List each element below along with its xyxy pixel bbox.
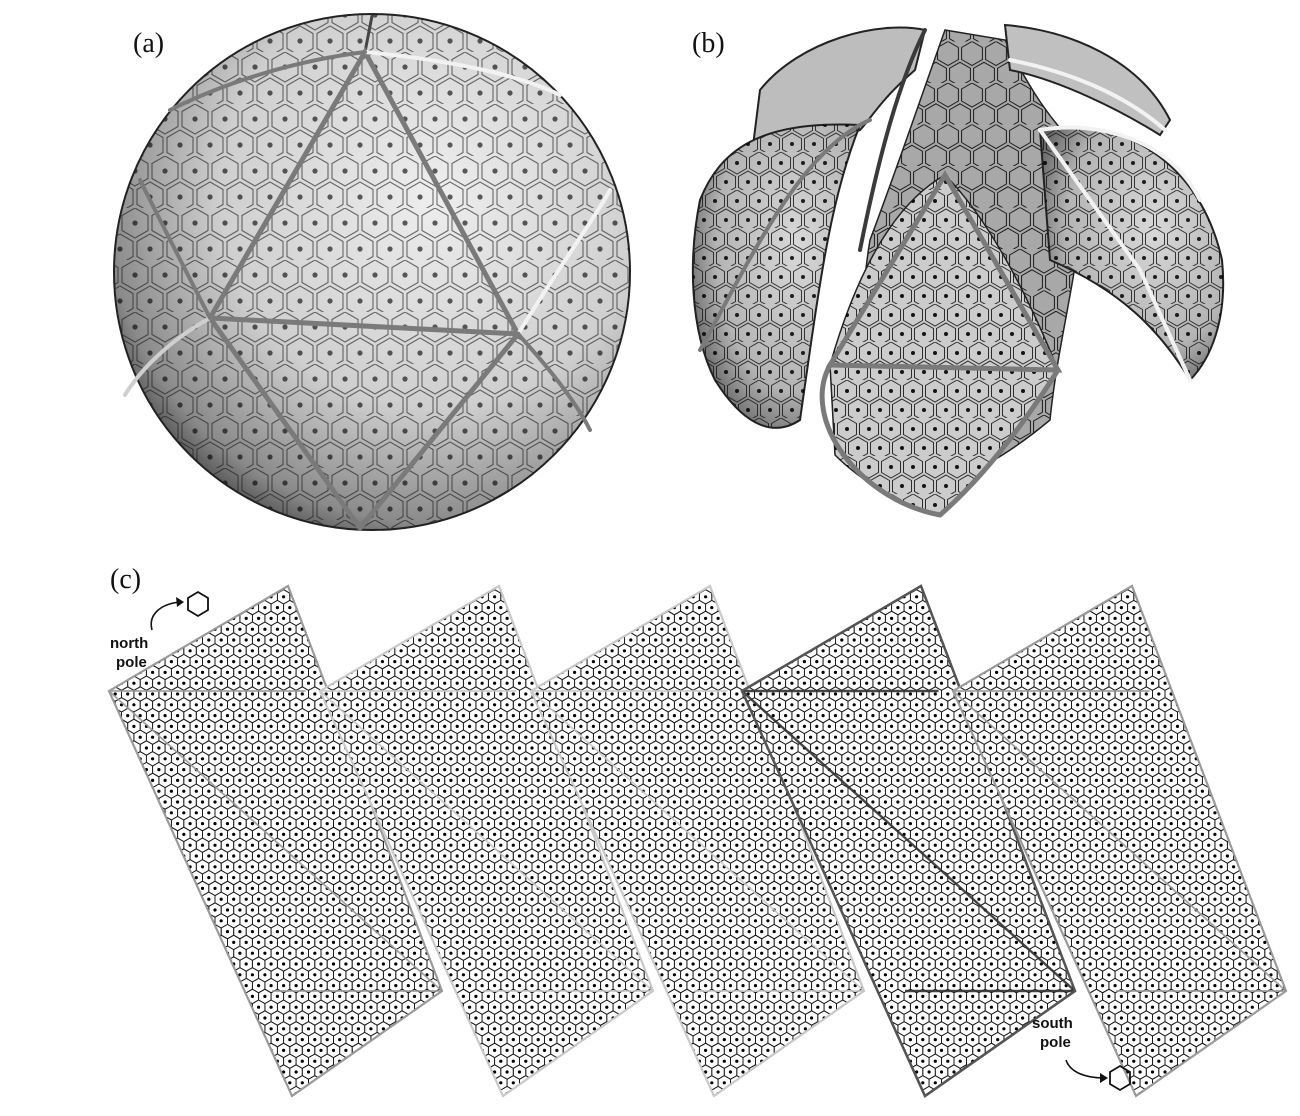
panel-c-label: (c) (110, 564, 141, 595)
south-pole-annotation: south pole (1032, 1015, 1131, 1092)
great-circles-b (698, 28, 1202, 518)
north-pole-label-line1: north (110, 635, 148, 652)
south-pole-label-line2: pole (1040, 1034, 1071, 1051)
panel-c: (c) north pole south pole (107, 564, 1288, 1098)
north-pole-cell (187, 590, 209, 618)
north-pole-annotation: north pole (110, 590, 209, 671)
panel-b: (b) (691, 23, 1225, 518)
panel-a: (a) (113, 13, 631, 531)
north-pole-arrow (150, 601, 181, 631)
shell-top-right (1003, 23, 1172, 137)
south-pole-cell (1109, 1064, 1131, 1092)
south-pole-arrow (1065, 1059, 1105, 1079)
great-circles-a (123, 14, 612, 531)
south-pole-label-line1: south (1032, 1015, 1073, 1032)
sphere-b (691, 23, 1225, 518)
panel-b-label: (b) (692, 28, 725, 59)
rhombi-group (107, 584, 1288, 1098)
panel-a-label: (a) (133, 28, 164, 59)
sphere-a (113, 13, 631, 531)
north-pole-label-line2: pole (116, 654, 147, 671)
